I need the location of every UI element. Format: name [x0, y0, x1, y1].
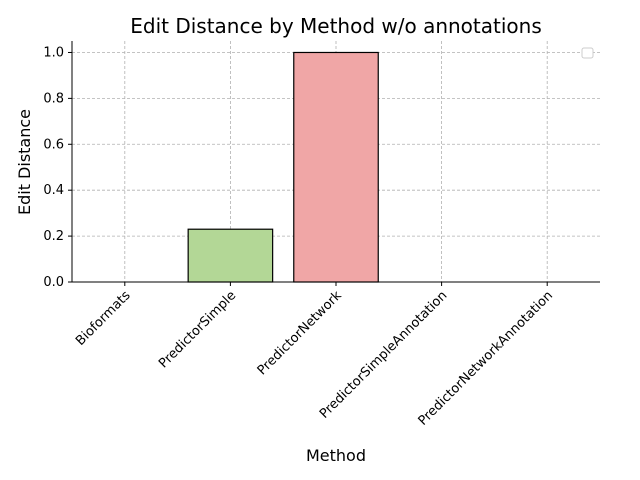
bar-predictorsimple [187, 228, 274, 283]
y-tick-label: 0.8 [43, 91, 64, 106]
x-tick-labels: Bioformats PredictorSimple PredictorNetwor… [73, 288, 556, 429]
x-tick-label: PredictorSimple [156, 288, 239, 371]
y-tick-label: 0.4 [43, 183, 64, 198]
x-axis-label: Method [306, 446, 366, 465]
x-tick-label: PredictorSimpleAnnotation [317, 288, 450, 421]
x-tick-label: Bioformats [73, 288, 134, 349]
chart-title: Edit Distance by Method w/o annotations [130, 14, 542, 38]
legend-box [581, 47, 594, 59]
y-tick-label: 1.0 [43, 45, 64, 60]
y-axis-label: Edit Distance [15, 109, 34, 215]
x-tick-label: PredictorNetwork [255, 288, 345, 378]
bar-predictornetwork [293, 51, 379, 283]
y-tick-label: 0.0 [43, 275, 64, 290]
y-tick-label: 0.6 [43, 137, 64, 152]
grid-lines [72, 41, 600, 283]
bars [187, 51, 379, 283]
y-tick-labels: 0.0 0.2 0.4 0.6 0.8 1.0 [43, 45, 64, 290]
axes [68, 41, 600, 286]
y-tick-label: 0.2 [43, 229, 64, 244]
